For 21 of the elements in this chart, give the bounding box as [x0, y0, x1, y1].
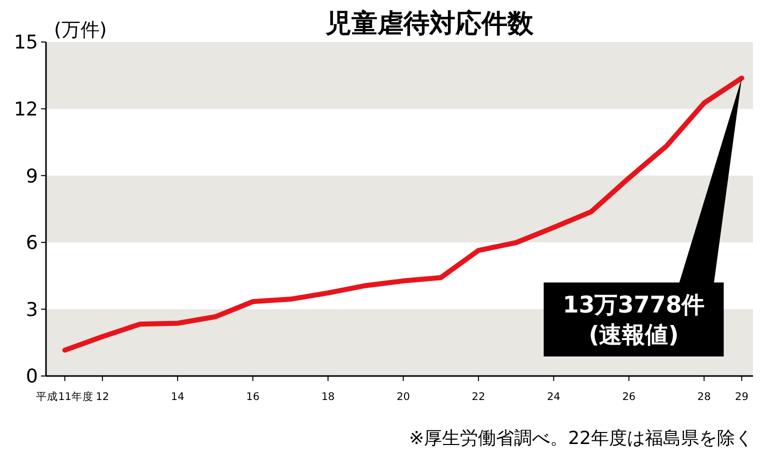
y-tick-label: 6 — [26, 232, 38, 254]
x-tick-label: 26 — [622, 391, 636, 403]
y-tick-label: 0 — [26, 366, 38, 388]
x-tick-label: 14 — [170, 391, 185, 403]
x-tick-label: 28 — [697, 391, 711, 403]
x-tick-label: 20 — [396, 391, 410, 403]
text: ※厚生労働省調べ。22年度は福島県を除く — [409, 428, 753, 449]
y-tick-label: 15 — [14, 32, 38, 54]
y-axis-title: (万件) — [54, 19, 107, 41]
x-tick-label: 16 — [246, 391, 260, 403]
x-tick-label: 29 — [735, 391, 748, 403]
x-tick-label: 18 — [321, 391, 335, 403]
chart-title: 児童虐待対応件数 — [324, 9, 534, 39]
x-tick-label: 22 — [472, 391, 486, 403]
x-tick-label: 平成11年度 — [36, 390, 94, 403]
x-tick-label: 24 — [547, 391, 561, 403]
y-tick-label: 12 — [14, 98, 38, 120]
x-tick-label: 12 — [96, 391, 110, 403]
y-tick-label: 9 — [26, 165, 38, 188]
annotation: 13万3778件 (速報値) — [562, 292, 705, 348]
y-tick-label: 3 — [26, 298, 38, 321]
